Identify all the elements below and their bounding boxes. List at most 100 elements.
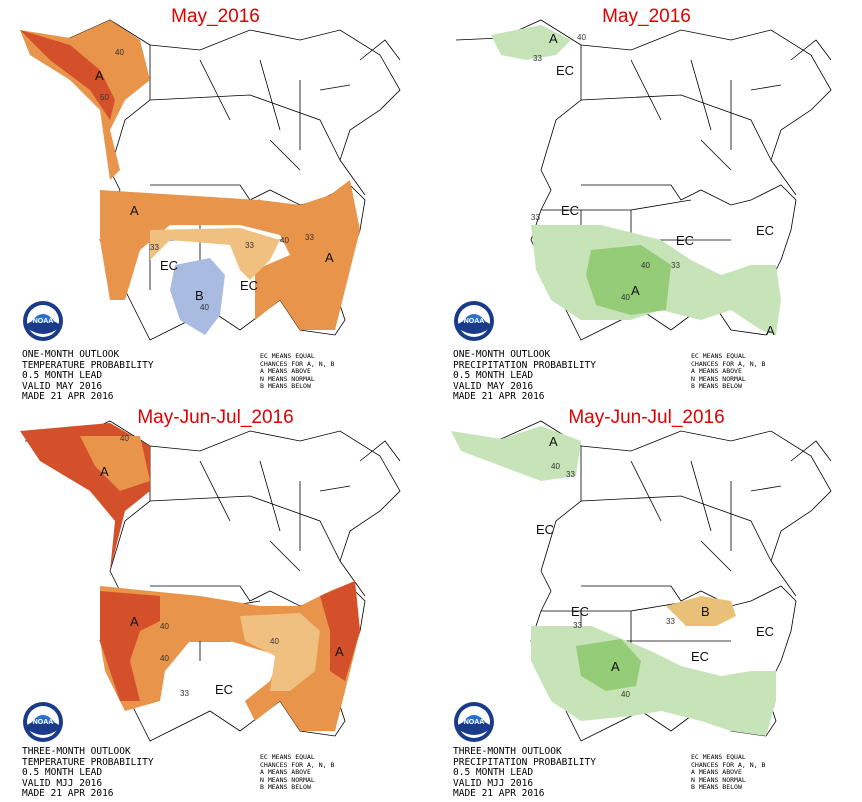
legend-line: N MEANS NORMAL — [691, 775, 746, 784]
noaa-emblem-icon: NOAA — [23, 301, 63, 341]
legend-line: CHANCES FOR A, N, B — [260, 760, 335, 769]
above-conus-low — [150, 228, 280, 280]
legend-line: B MEANS BELOW — [260, 382, 311, 390]
equal-chances-label: EC — [676, 233, 694, 248]
caption-line: THREE-MONTH OUTLOOK — [453, 746, 562, 757]
contour-value-label: 40 — [621, 690, 630, 699]
legend-line: CHANCES FOR A, N, B — [260, 359, 335, 368]
panel-precipitation-one-month: May_2016 A EC EC EC EC A A 40 33 33 40 33 40 NOAA ON… — [431, 0, 862, 401]
legend-line: CHANCES FOR A, N, B — [691, 760, 766, 769]
outlook-caption: ONE-MONTH OUTLOOK TEMPERATURE PROBABILITY… — [22, 349, 154, 401]
above-core-shading — [586, 245, 671, 315]
contour-value-label: 40 — [200, 303, 209, 312]
above-normal-label: A — [766, 323, 775, 338]
legend-line: EC MEANS EQUAL — [260, 753, 315, 761]
equal-chances-label: EC — [240, 278, 258, 293]
above-normal-label: A — [631, 283, 640, 298]
noaa-logo: NOAA — [453, 701, 495, 743]
contour-value-label: 33 — [666, 617, 675, 626]
contour-value-label: 40 — [160, 622, 169, 631]
legend-line: B MEANS BELOW — [691, 382, 742, 390]
above-alaska-mid — [80, 436, 150, 491]
caption-line: 0.5 MONTH LEAD — [453, 370, 534, 381]
contour-value-label: 40 — [280, 236, 289, 245]
legend-line: CHANCES FOR A, N, B — [691, 359, 766, 368]
contour-value-label: 33 — [305, 233, 314, 242]
outlook-map: A A A EC 40 40 40 33 40 — [20, 420, 401, 742]
probability-shading — [20, 20, 360, 335]
noaa-emblem-icon: NOAA — [454, 702, 494, 742]
contour-value-label: 50 — [100, 93, 109, 102]
above-normal-label: A — [95, 68, 104, 83]
legend-line: N MEANS NORMAL — [260, 775, 315, 784]
legend-line: N MEANS NORMAL — [260, 374, 315, 383]
panel-title: May-Jun-Jul_2016 — [137, 407, 294, 428]
noaa-emblem-icon: NOAA — [454, 301, 494, 341]
contour-value-label: 40 — [641, 261, 650, 270]
outlook-map: A A A B EC EC 40 50 33 33 40 40 33 — [20, 19, 401, 341]
caption-line: MADE 21 APR 2016 — [453, 788, 545, 799]
caption-line: TEMPERATURE PROBABILITY — [22, 756, 154, 768]
caption-line: MADE 21 APR 2016 — [22, 391, 114, 401]
below-normal-label: B — [701, 604, 710, 619]
above-normal-label: A — [100, 464, 109, 479]
legend-line: B MEANS BELOW — [260, 783, 311, 791]
legend-line: A MEANS ABOVE — [691, 367, 742, 375]
caption-line: ONE-MONTH OUTLOOK — [453, 349, 551, 360]
panel-precipitation-three-month: May-Jun-Jul_2016 A EC EC B EC EC A 40 33 33 33 40 N… — [431, 401, 862, 802]
contour-value-label: 33 — [671, 261, 680, 270]
equal-chances-label: EC — [160, 258, 178, 273]
panel-temperature-three-month: May-Jun-Jul_2016 A A A EC 40 40 40 33 40 NOAA TH… — [0, 401, 431, 802]
above-core-shading — [576, 639, 641, 691]
noaa-logo-text: NOAA — [464, 719, 485, 726]
panel-title: May_2016 — [171, 6, 260, 27]
caption-line: PRECIPITATION PROBABILITY — [453, 359, 596, 371]
panel-temperature-one-month: May_2016 A A A B EC EC 40 50 33 33 40 40 33 NOAA ONE… — [0, 0, 431, 401]
legend-line: A MEANS ABOVE — [691, 768, 742, 776]
contour-value-label: 40 — [577, 33, 586, 42]
map-labels: A A A B EC EC 40 50 33 33 40 40 33 — [95, 48, 334, 312]
equal-chances-label: EC — [571, 604, 589, 619]
above-conus-high — [100, 581, 360, 701]
equal-chances-label: EC — [561, 203, 579, 218]
legend-line: EC MEANS EQUAL — [691, 352, 746, 360]
caption-line: 0.5 MONTH LEAD — [22, 370, 103, 381]
map-labels: A EC EC B EC EC A 40 33 33 33 40 — [536, 434, 774, 699]
below-normal-label: B — [195, 288, 204, 303]
above-normal-label: A — [611, 659, 620, 674]
above-alaska-shading — [491, 25, 571, 60]
noaa-logo: NOAA — [453, 300, 495, 342]
caption-line: PRECIPITATION PROBABILITY — [453, 756, 596, 768]
noaa-logo-text: NOAA — [33, 318, 54, 325]
caption-line: VALID MAY 2016 — [453, 380, 534, 392]
legend-line: N MEANS NORMAL — [691, 374, 746, 383]
legend-line: A MEANS ABOVE — [260, 367, 311, 375]
contour-value-label: 40 — [115, 48, 124, 57]
equal-chances-label: EC — [756, 223, 774, 238]
above-alaska-shading — [451, 426, 581, 481]
caption-line: MADE 21 APR 2016 — [22, 788, 114, 799]
equal-chances-label: EC — [536, 522, 554, 537]
equal-chances-label: EC — [215, 682, 233, 697]
below-southwest-shading — [170, 258, 225, 335]
contour-value-label: 33 — [566, 470, 575, 479]
contour-value-label: 33 — [533, 54, 542, 63]
noaa-logo: NOAA — [22, 300, 64, 342]
caption-line: 0.5 MONTH LEAD — [22, 767, 103, 778]
above-normal-label: A — [335, 644, 344, 659]
above-alaska-core — [20, 30, 115, 120]
noaa-logo: NOAA — [22, 701, 64, 743]
probability-shading — [451, 426, 776, 736]
equal-chances-label: EC — [756, 624, 774, 639]
noaa-logo-text: NOAA — [33, 719, 54, 726]
contour-value-label: 33 — [573, 621, 582, 630]
panel-title: May_2016 — [602, 6, 691, 27]
legend-line: A MEANS ABOVE — [260, 768, 311, 776]
legend-line: B MEANS BELOW — [691, 783, 742, 791]
contour-value-label: 40 — [120, 434, 129, 443]
